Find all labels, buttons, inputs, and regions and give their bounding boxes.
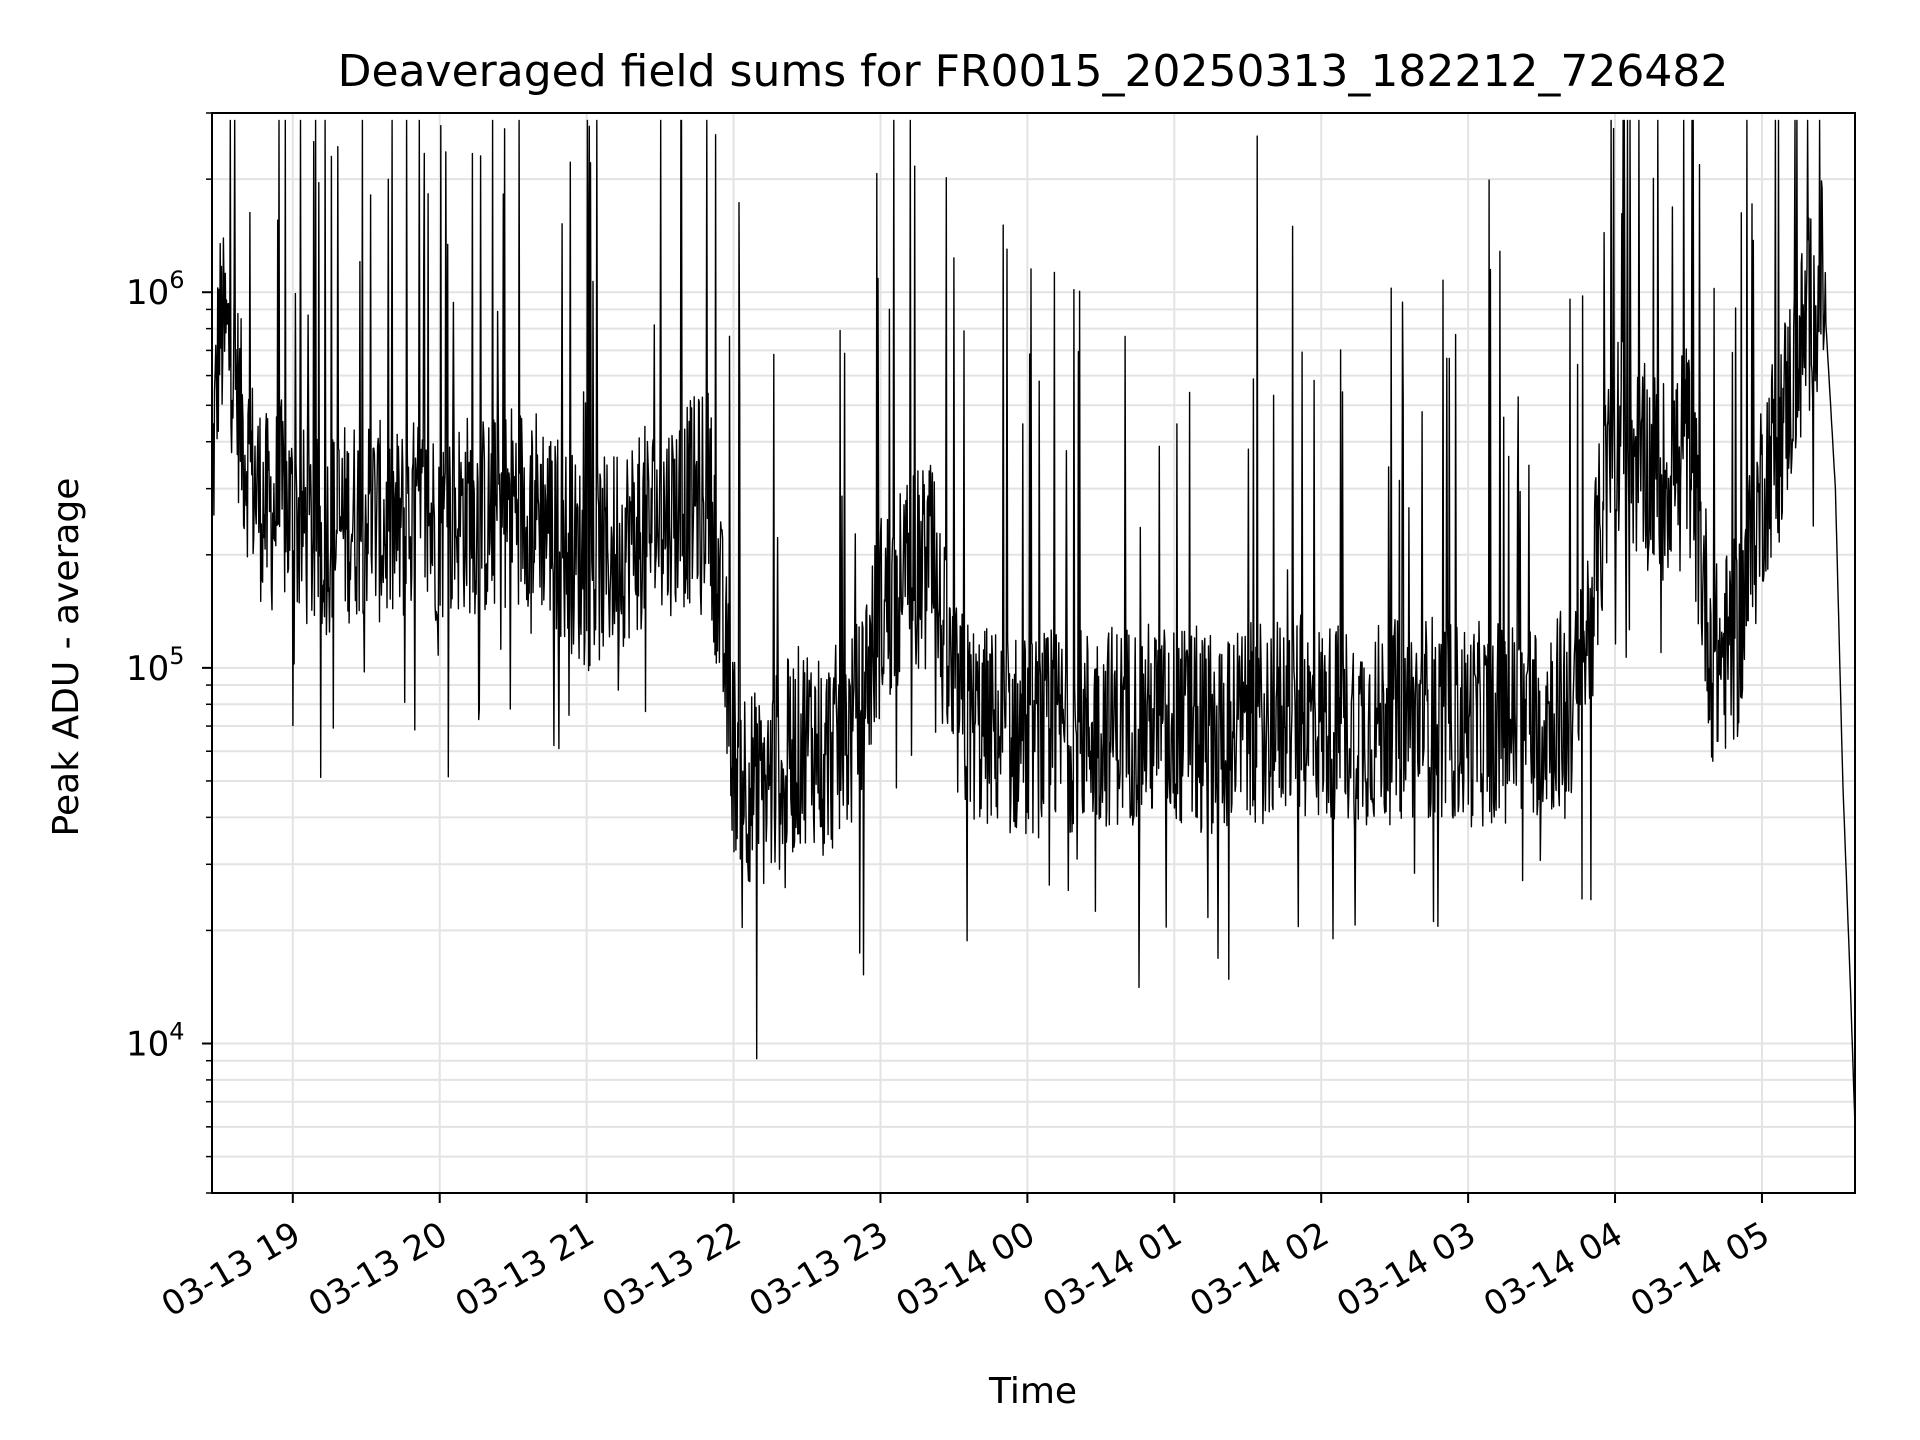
grid-lines: [212, 112, 1855, 1194]
y-tick-label: 105: [126, 642, 185, 689]
x-tick-label: 03-14 00: [889, 1214, 1041, 1325]
plot-frame: [211, 112, 1856, 1194]
x-tick-label: 03-14 01: [1036, 1214, 1188, 1325]
x-tick-label: 03-13 19: [155, 1214, 307, 1325]
series-line: [211, 119, 1856, 1127]
x-tick-label: 03-13 22: [596, 1214, 748, 1325]
chart-title: Deaveraged field sums for FR0015_2025031…: [338, 46, 1729, 97]
x-tick-label: 03-13 21: [449, 1214, 601, 1325]
x-tick-label: 03-14 04: [1477, 1214, 1629, 1325]
x-axis-label: Time: [988, 1371, 1077, 1412]
y-tick-label: 106: [126, 266, 185, 313]
x-tick-label: 03-13 20: [302, 1214, 454, 1325]
x-tick-label: 03-14 03: [1330, 1214, 1482, 1325]
y-axis: 104 105 106: [126, 112, 212, 1194]
x-tick-label: 03-14 02: [1183, 1214, 1335, 1325]
y-axis-label: Peak ADU - average: [46, 478, 87, 837]
x-tick-label: 03-13 23: [743, 1214, 895, 1325]
y-tick-label: 104: [126, 1018, 185, 1065]
x-tick-label: 03-14 05: [1624, 1214, 1776, 1325]
